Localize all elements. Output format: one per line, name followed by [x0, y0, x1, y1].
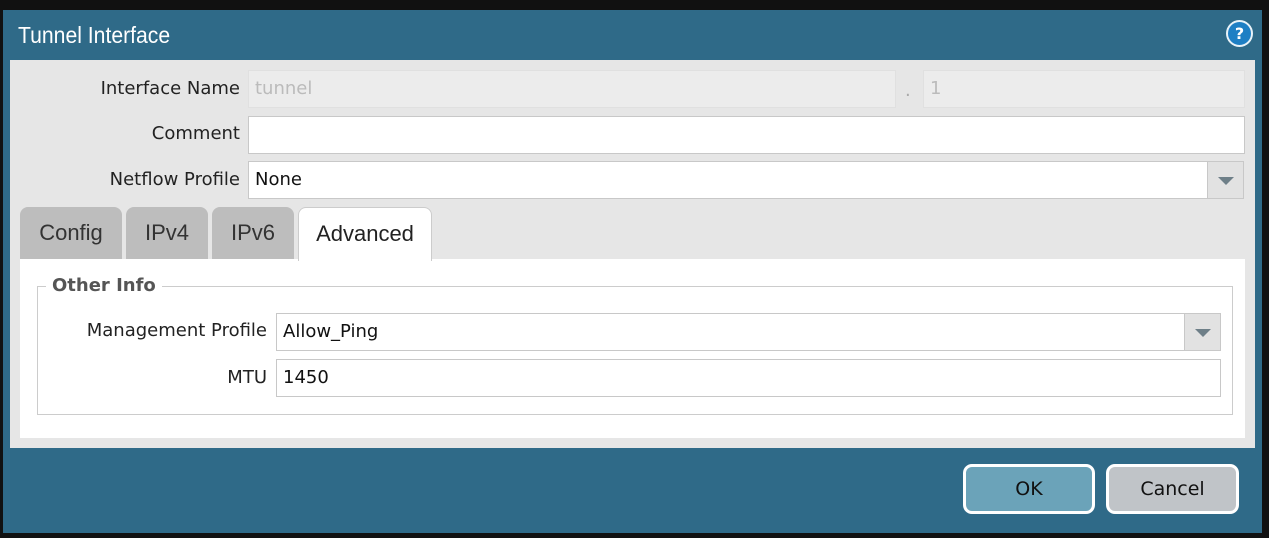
- management-profile-select[interactable]: Allow_Ping: [276, 313, 1186, 351]
- dialog-title: Tunnel Interface: [18, 22, 171, 48]
- cancel-button[interactable]: Cancel: [1106, 464, 1239, 514]
- mtu-input[interactable]: 1450: [276, 359, 1221, 397]
- other-info-fieldset: [37, 286, 1233, 415]
- help-icon[interactable]: ?: [1226, 20, 1253, 47]
- tab-config[interactable]: Config: [20, 207, 122, 260]
- comment-label: Comment: [151, 123, 240, 144]
- netflow-profile-label: Netflow Profile: [109, 169, 240, 190]
- interface-number-input[interactable]: 1: [923, 70, 1245, 108]
- interface-name-label: Interface Name: [100, 78, 240, 99]
- netflow-profile-select[interactable]: None: [248, 161, 1208, 199]
- mtu-label: MTU: [227, 367, 267, 388]
- tab-ipv4[interactable]: IPv4: [126, 207, 208, 260]
- chevron-down-icon[interactable]: [1207, 161, 1244, 199]
- chevron-down-icon[interactable]: [1184, 313, 1221, 351]
- other-info-legend: Other Info: [46, 275, 162, 296]
- interface-name-input[interactable]: tunnel: [248, 70, 896, 108]
- interface-separator: .: [905, 80, 911, 101]
- management-profile-label: Management Profile: [86, 320, 267, 341]
- comment-input[interactable]: [248, 116, 1245, 154]
- tab-advanced[interactable]: Advanced: [298, 207, 432, 261]
- tab-ipv6[interactable]: IPv6: [212, 207, 294, 260]
- ok-button[interactable]: OK: [963, 464, 1095, 514]
